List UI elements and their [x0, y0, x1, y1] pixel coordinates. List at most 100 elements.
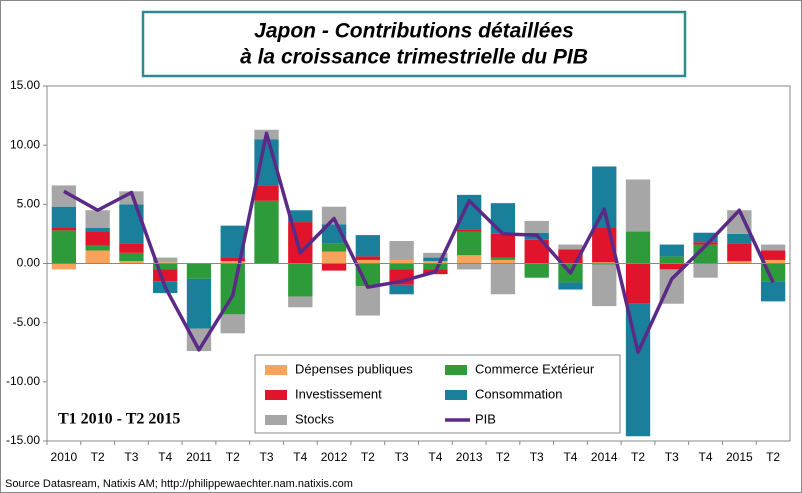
x-tick-label: 2011 [186, 450, 212, 464]
bar [85, 231, 110, 246]
bar [592, 262, 617, 264]
bar [220, 261, 245, 264]
x-tick-label: T4 [563, 450, 577, 464]
bar [558, 282, 583, 290]
bar [659, 244, 684, 257]
bar [592, 264, 617, 307]
bar [490, 263, 516, 295]
bar [254, 185, 279, 201]
legend-swatch [265, 415, 287, 425]
bar [321, 243, 347, 252]
bar [153, 263, 178, 270]
source: Source Datasream, Natixis AM; http://phi… [5, 478, 353, 490]
legend-swatch [265, 365, 287, 375]
bar [490, 233, 516, 258]
chart-title: à la croissance trimestrielle du PIB [240, 46, 588, 69]
bar [51, 228, 77, 231]
legend-swatch [445, 390, 467, 400]
bar [119, 243, 144, 253]
bar [288, 210, 313, 223]
bar [321, 206, 347, 225]
bar [85, 245, 110, 251]
y-tick-label: 0.00 [17, 256, 41, 270]
bar [727, 261, 752, 264]
x-tick-label: T2 [496, 450, 510, 464]
x-tick-label: 2014 [591, 450, 618, 464]
bar [389, 241, 414, 260]
bar [490, 257, 516, 260]
legend-label: Investissement [295, 386, 382, 401]
x-tick-label: T4 [158, 450, 172, 464]
bar [119, 261, 144, 264]
bar [85, 250, 110, 264]
bar [389, 263, 414, 270]
bar [727, 243, 752, 262]
x-tick-label: T4 [428, 450, 442, 464]
bar [51, 263, 77, 270]
legend-label: Stocks [295, 411, 335, 426]
bar [288, 263, 313, 297]
bar [625, 263, 651, 304]
bar [625, 231, 651, 264]
bar [85, 210, 110, 228]
x-tick-label: T2 [91, 450, 105, 464]
bar [760, 250, 786, 260]
y-tick-label: -5.00 [13, 315, 41, 329]
bar [625, 303, 651, 437]
bar [760, 281, 786, 302]
bar [760, 259, 786, 264]
bar [659, 256, 684, 264]
bar [355, 285, 380, 316]
bar [423, 252, 448, 258]
legend-label: Commerce Extérieur [475, 361, 595, 376]
bar [220, 257, 245, 262]
bar [592, 166, 617, 228]
bar [760, 244, 786, 251]
bar [119, 252, 144, 262]
bar [186, 263, 212, 279]
bar [85, 228, 110, 232]
bar [423, 257, 448, 262]
x-tick-label: T2 [766, 450, 780, 464]
y-tick-label: -15.00 [6, 433, 40, 447]
y-tick-label: 5.00 [17, 197, 41, 211]
bar [389, 259, 414, 264]
bar [186, 328, 212, 352]
y-tick-label: -10.00 [6, 374, 40, 388]
bar [254, 200, 279, 264]
legend-swatch [265, 390, 287, 400]
x-tick-label: T3 [665, 450, 679, 464]
bar [355, 235, 380, 257]
bar [457, 229, 482, 232]
bar [389, 284, 414, 295]
legend-label: Consommation [475, 386, 562, 401]
legend-swatch [445, 365, 467, 375]
bar [490, 203, 516, 234]
bar [51, 185, 77, 207]
x-tick-label: 2010 [51, 450, 78, 464]
bar [693, 232, 718, 243]
bar [51, 230, 77, 264]
bar [524, 220, 549, 233]
x-tick-label: 2012 [321, 450, 348, 464]
bar [625, 179, 651, 232]
x-tick-label: 2013 [456, 450, 483, 464]
x-tick-label: T4 [293, 450, 307, 464]
bar [51, 206, 77, 228]
bar [457, 263, 482, 270]
bar [524, 239, 549, 264]
x-tick-label: T3 [260, 450, 274, 464]
x-tick-label: T2 [226, 450, 240, 464]
chart-title: Japon - Contributions détaillées [254, 20, 574, 43]
annotation: T1 2010 - T2 2015 [58, 411, 180, 428]
bar [153, 269, 178, 282]
x-tick-label: T3 [124, 450, 138, 464]
bar [457, 231, 482, 256]
title-box [141, 10, 687, 78]
bar [659, 263, 684, 270]
x-tick-label: T3 [530, 450, 544, 464]
legend-label: Dépenses publiques [295, 361, 413, 376]
x-tick-label: 2015 [726, 450, 753, 464]
y-tick-label: 15.00 [10, 78, 40, 92]
y-tick-label: 10.00 [10, 137, 40, 151]
